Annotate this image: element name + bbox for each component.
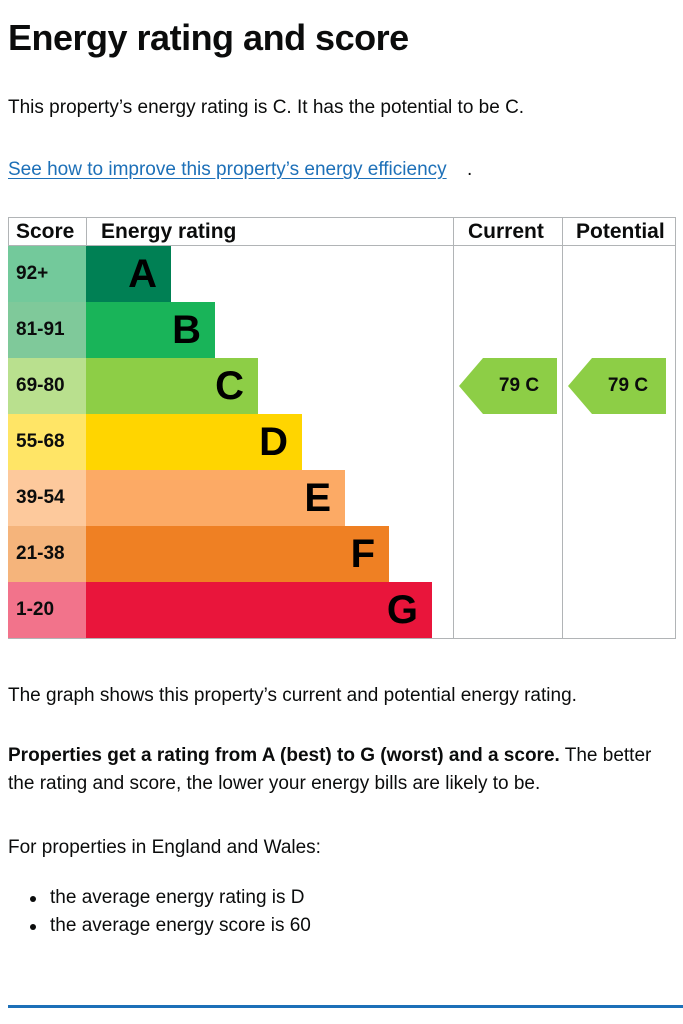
header-energy-rating: Energy rating [101,220,237,243]
page-title: Energy rating and score [8,17,409,58]
band-row-b: 81-91 B [8,302,452,358]
band-letter: B [172,308,201,352]
link-suffix: . [467,159,473,180]
band-row-g: 1-20 G [8,582,452,638]
potential-rating-arrow: 79 C [568,358,666,414]
rating-explanation: Properties get a rating from A (best) to… [8,742,668,798]
band-score-range: 55-68 [8,414,86,470]
band-bar [86,414,302,470]
band-score-range: 39-54 [8,470,86,526]
grid-score-divider [86,217,87,246]
band-letter: G [386,588,418,632]
grid-right [675,217,676,639]
rating-summary: This property’s energy rating is C. It h… [8,97,525,118]
band-row-c: 69-80 C [8,358,452,414]
grid-potential-divider [562,217,563,639]
current-arrow-shape [459,358,557,414]
band-row-a: 92+ A [8,246,452,302]
grid-header-bottom [8,245,676,246]
band-bar [86,302,215,358]
band-score-range: 81-91 [8,302,86,358]
band-row-f: 21-38 F [8,526,452,582]
improve-efficiency-link[interactable]: See how to improve this property’s energ… [8,159,447,180]
band-letter: A [128,252,157,296]
band-score-range: 1-20 [8,582,86,638]
potential-arrow-shape [568,358,666,414]
region-intro: For properties in England and Wales: [8,837,321,858]
current-rating-label: 79 C [498,375,540,396]
grid-bottom [8,638,676,639]
band-bar [86,582,432,638]
rating-explanation-rest: The better the rating and score, the low… [8,745,652,794]
footer-divider [8,1005,683,1008]
band-bar [86,246,171,302]
band-bar [86,526,389,582]
header-score: Score [16,220,75,243]
averages-list: the average energy rating is D the avera… [8,884,311,940]
band-score-range: 69-80 [8,358,86,414]
band-letter: E [304,476,331,520]
band-row-d: 55-68 D [8,414,452,470]
graph-note: The graph shows this property’s current … [8,685,577,706]
grid-top [8,217,676,218]
rating-explanation-bold: Properties get a rating from A (best) to… [8,745,560,766]
band-score-range: 92+ [8,246,86,302]
potential-rating-label: 79 C [607,375,649,396]
grid-current-divider [453,217,454,639]
energy-rating-chart: Score Energy rating Current Potential 92… [8,217,676,639]
band-letter: D [259,420,288,464]
current-rating-arrow: 79 C [459,358,557,414]
band-row-e: 39-54 E [8,470,452,526]
list-item: the average energy rating is D [8,884,311,912]
band-letter: F [350,532,375,576]
header-potential: Potential [576,220,665,243]
header-current: Current [468,220,544,243]
band-score-range: 21-38 [8,526,86,582]
band-bar [86,470,345,526]
band-letter: C [215,364,244,408]
list-item: the average energy score is 60 [8,912,311,940]
band-bar [86,358,258,414]
